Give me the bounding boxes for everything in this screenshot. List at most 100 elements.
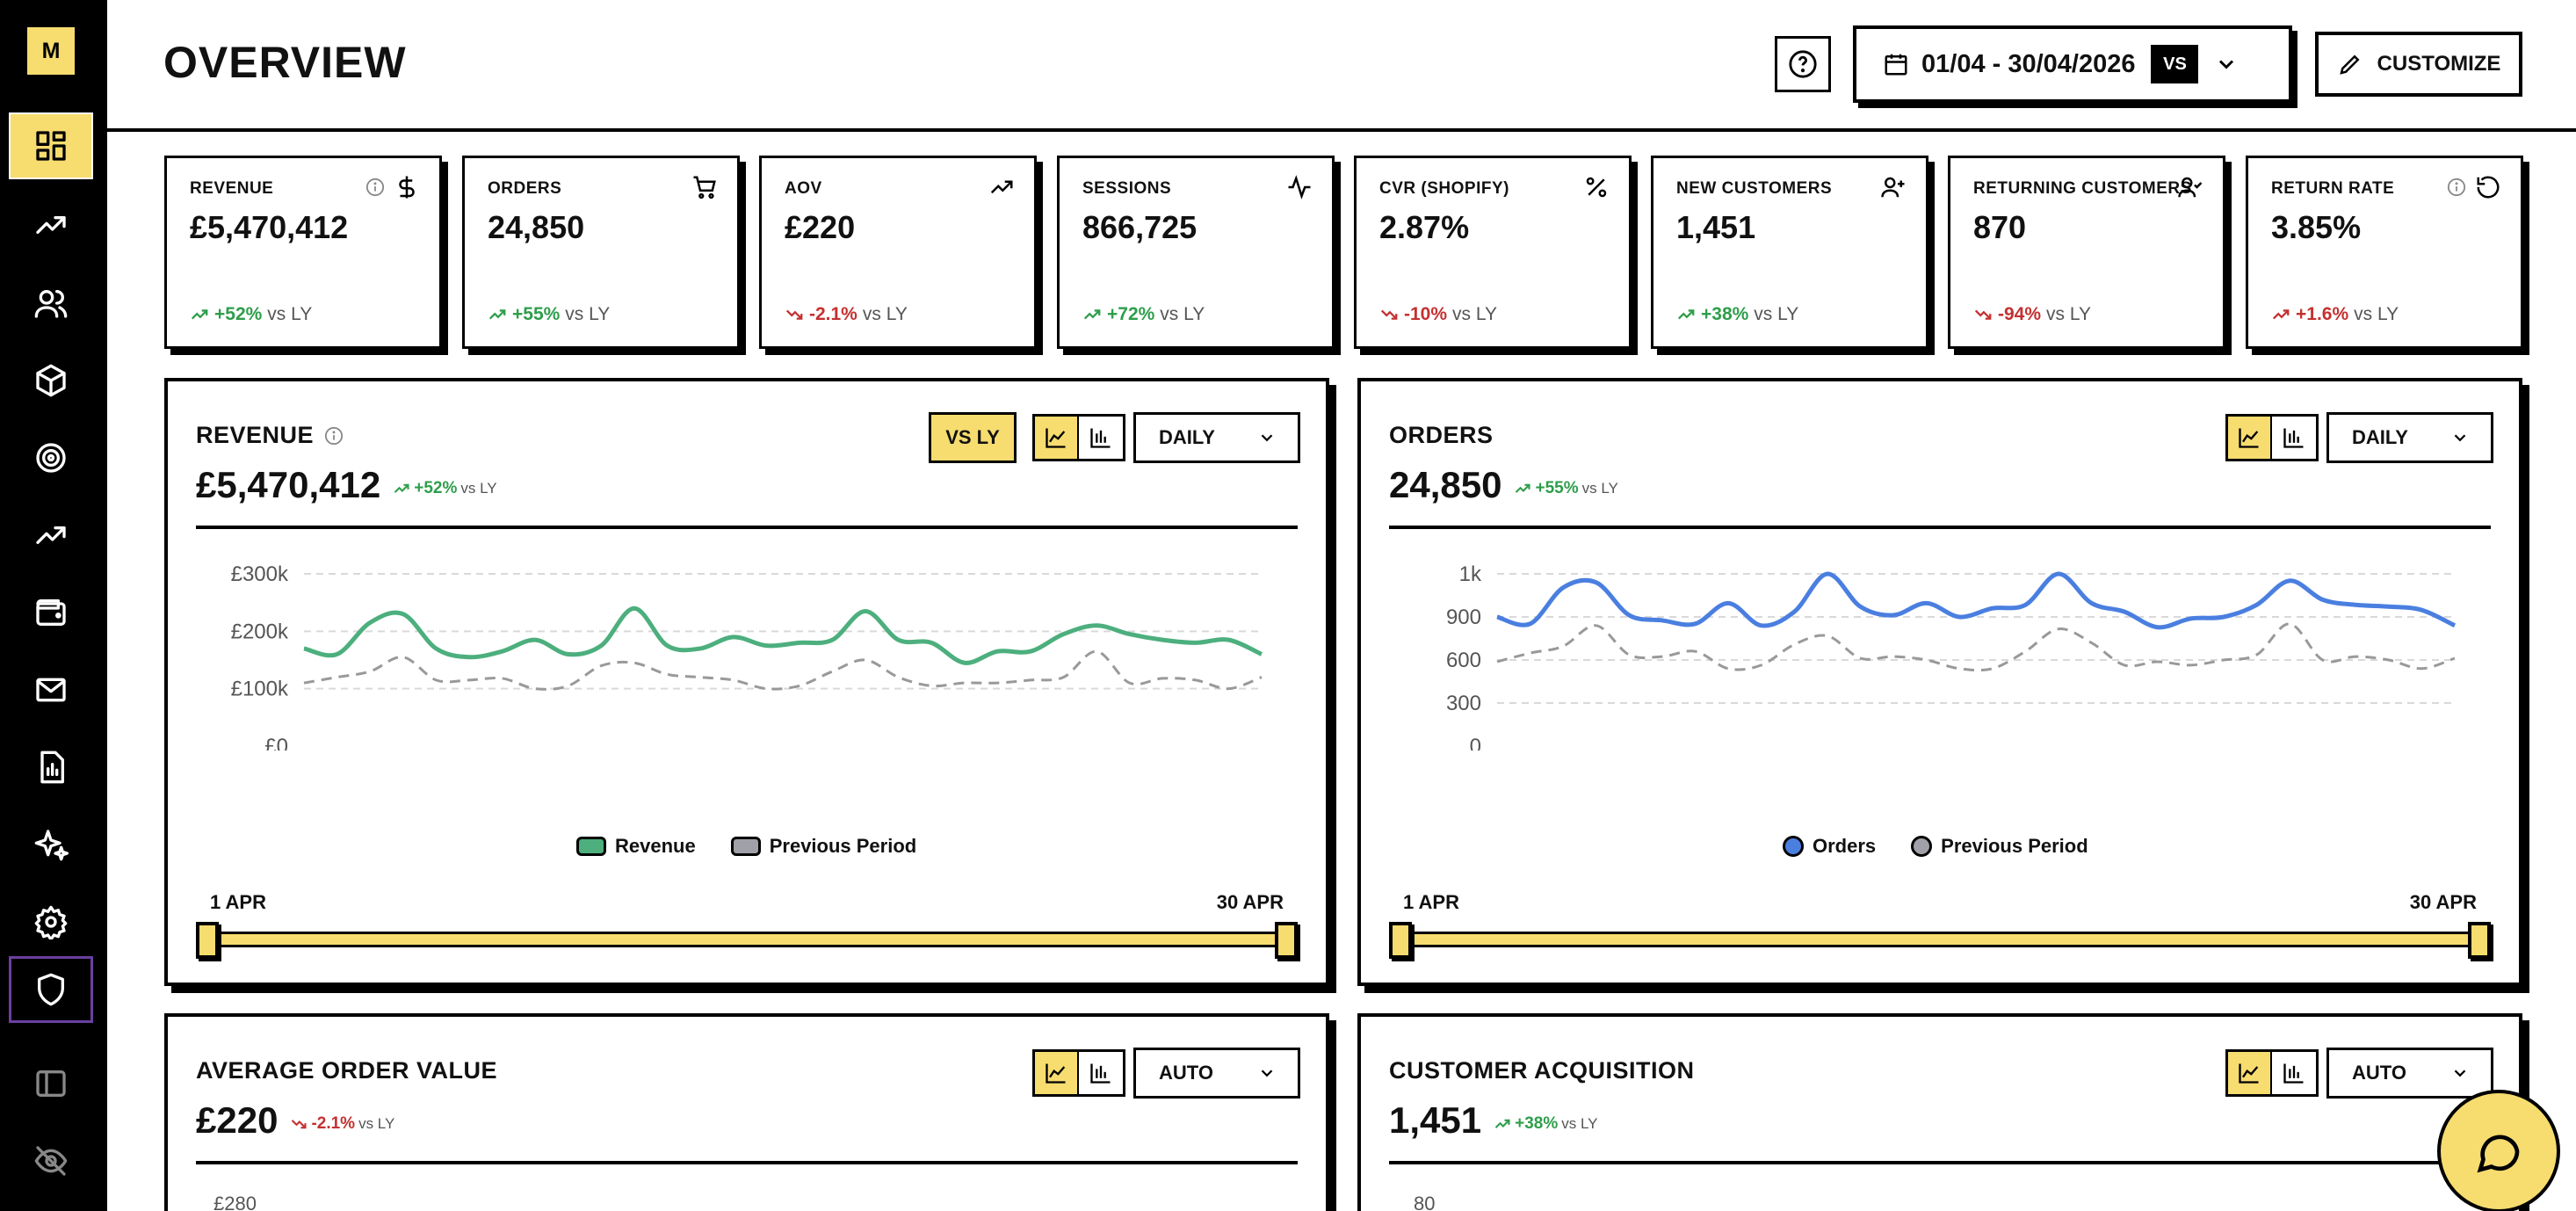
users-icon bbox=[34, 290, 68, 318]
revenue-panel-vs: vs LY bbox=[460, 480, 497, 497]
line-chart-button[interactable] bbox=[2228, 417, 2272, 459]
brand-logo[interactable]: M bbox=[27, 27, 75, 75]
sidebar-item-settings[interactable] bbox=[9, 888, 93, 955]
range-start-handle[interactable] bbox=[196, 922, 219, 959]
sidebar-item-products[interactable] bbox=[9, 347, 93, 414]
y-tick-label: £100k bbox=[231, 678, 289, 701]
series-line-previous-period bbox=[303, 649, 1263, 691]
info-icon[interactable] bbox=[324, 426, 344, 446]
help-button[interactable] bbox=[1775, 36, 1831, 92]
bar-chart-icon bbox=[1090, 428, 1111, 448]
kpi-value: £220 bbox=[785, 209, 856, 245]
legend-item-orders[interactable]: Orders bbox=[1783, 835, 1876, 858]
kpi-vs-label: vs LY bbox=[2046, 304, 2091, 324]
interval-select[interactable]: AUTO bbox=[2326, 1048, 2493, 1099]
sidebar-collapse-toggle[interactable] bbox=[9, 1050, 93, 1117]
trending-up-icon bbox=[990, 180, 1013, 194]
kpi-card-revenue[interactable]: REVENUE £5,470,412 +52% vs LY bbox=[164, 156, 442, 349]
interval-select[interactable]: AUTO bbox=[1133, 1048, 1300, 1099]
mail-icon bbox=[36, 678, 66, 702]
legend-item-revenue[interactable]: Revenue bbox=[576, 835, 696, 858]
box-icon bbox=[36, 364, 66, 397]
legend-item-previous[interactable]: Previous Period bbox=[730, 835, 916, 858]
kpi-value: £5,470,412 bbox=[190, 209, 349, 245]
vs-ly-toggle[interactable]: VS LY bbox=[929, 412, 1017, 463]
panel-title: REVENUE bbox=[196, 422, 344, 449]
revenue-chart-panel: REVENUE £5,470,412 +52% vs LY VS LY DAILY… bbox=[164, 378, 1329, 986]
y-tick-label: 80 bbox=[1414, 1193, 1436, 1211]
line-chart-button[interactable] bbox=[1035, 417, 1079, 459]
kpi-card-new-customers[interactable]: NEW CUSTOMERS 1,451 +38% vs LY bbox=[1651, 156, 1928, 349]
orders-panel-value: 24,850 bbox=[1389, 464, 1502, 505]
line-chart-button[interactable] bbox=[1035, 1052, 1079, 1094]
refresh-icon bbox=[2477, 176, 2500, 199]
sidebar-item-wallet[interactable] bbox=[9, 579, 93, 646]
revenue-panel-value: £5,470,412 bbox=[196, 464, 381, 505]
sidebar-item-goals[interactable] bbox=[9, 424, 93, 491]
y-tick-label: £300k bbox=[231, 562, 289, 586]
chat-button[interactable] bbox=[2437, 1090, 2560, 1211]
info-icon[interactable] bbox=[365, 178, 385, 197]
kpi-title: SESSIONS bbox=[1082, 179, 1172, 198]
interval-select[interactable]: DAILY bbox=[2326, 412, 2493, 463]
dollar-icon bbox=[399, 176, 415, 199]
kpi-card-return-rate[interactable]: RETURN RATE 3.85% +1.6% vs LY bbox=[2246, 156, 2523, 349]
sidebar-item-email[interactable] bbox=[9, 656, 93, 723]
customize-label: CUSTOMIZE bbox=[2377, 52, 2501, 76]
legend-item-previous[interactable]: Previous Period bbox=[1911, 835, 2088, 858]
compare-badge[interactable]: VS bbox=[2151, 45, 2199, 83]
date-range-text: 01/04 - 30/04/2026 bbox=[1921, 49, 2136, 78]
aov-panel-vs: vs LY bbox=[358, 1115, 395, 1132]
kpi-card-sessions[interactable]: SESSIONS 866,725 +72% vs LY bbox=[1057, 156, 1335, 349]
bar-chart-button[interactable] bbox=[1079, 417, 1123, 459]
bar-chart-button[interactable] bbox=[1079, 1052, 1123, 1094]
acquisition-panel-vs: vs LY bbox=[1561, 1115, 1598, 1132]
bar-chart-button[interactable] bbox=[2272, 1052, 2316, 1094]
interval-select[interactable]: DAILY bbox=[1133, 412, 1300, 463]
trend-up-icon bbox=[488, 309, 506, 320]
customize-button[interactable]: CUSTOMIZE bbox=[2315, 32, 2522, 97]
chevron-down-icon bbox=[1261, 434, 1273, 442]
target-icon bbox=[36, 443, 66, 473]
info-icon[interactable] bbox=[2447, 178, 2466, 197]
chart-type-toggle bbox=[1032, 1049, 1125, 1097]
sidebar-item-reports[interactable] bbox=[9, 734, 93, 801]
trend-up-icon bbox=[2272, 309, 2290, 320]
legend-swatch bbox=[1783, 836, 1804, 857]
sidebar-item-analytics[interactable] bbox=[9, 192, 93, 258]
bar-chart-icon bbox=[1090, 1063, 1111, 1084]
range-end-handle[interactable] bbox=[2468, 922, 2491, 959]
kpi-change: +38% bbox=[1701, 304, 1749, 324]
range-start-handle[interactable] bbox=[1389, 922, 1412, 959]
range-end-handle[interactable] bbox=[1275, 922, 1298, 959]
legend-label: Orders bbox=[1813, 835, 1877, 857]
line-chart-icon bbox=[2239, 1063, 2259, 1084]
sidebar-item-security[interactable] bbox=[9, 956, 93, 1023]
kpi-card-returning-customers[interactable]: RETURNING CUSTOMERS 870 -94% vs LY bbox=[1948, 156, 2225, 349]
date-range-picker[interactable]: 01/04 - 30/04/2026 VS bbox=[1853, 25, 2292, 103]
kpi-card-cvr[interactable]: CVR (SHOPIFY) 2.87% -10% vs LY bbox=[1354, 156, 1632, 349]
cart-icon bbox=[693, 176, 716, 199]
trending-up-icon bbox=[36, 216, 66, 234]
sidebar-item-trends[interactable] bbox=[9, 502, 93, 569]
sidebar-item-overview[interactable] bbox=[9, 112, 93, 179]
line-chart-button[interactable] bbox=[2228, 1052, 2272, 1094]
legend-swatch bbox=[576, 837, 606, 856]
kpi-title: RETURN RATE bbox=[2271, 179, 2395, 198]
kpi-value: 1,451 bbox=[1676, 209, 1756, 245]
panel-title: AVERAGE ORDER VALUE bbox=[196, 1057, 497, 1084]
date-range-slider[interactable] bbox=[1398, 932, 2482, 947]
y-tick-label: 600 bbox=[1446, 649, 1481, 672]
kpi-card-aov[interactable]: AOV £220 -2.1% vs LY bbox=[759, 156, 1037, 349]
date-range-slider[interactable] bbox=[205, 932, 1289, 947]
range-end-label: 30 APR bbox=[2409, 891, 2477, 913]
sidebar-item-ai[interactable] bbox=[9, 811, 93, 878]
gear-icon bbox=[34, 905, 68, 939]
kpi-card-orders[interactable]: ORDERS 24,850 +55% vs LY bbox=[462, 156, 740, 349]
acquisition-chart-panel: CUSTOMER ACQUISITION 1,451 +38% vs LY AUT… bbox=[1357, 1013, 2522, 1211]
bar-chart-button[interactable] bbox=[2272, 417, 2316, 459]
sidebar-privacy-toggle[interactable] bbox=[9, 1128, 93, 1194]
sidebar-item-customers[interactable] bbox=[9, 270, 93, 337]
range-end-label: 30 APR bbox=[1216, 891, 1284, 913]
